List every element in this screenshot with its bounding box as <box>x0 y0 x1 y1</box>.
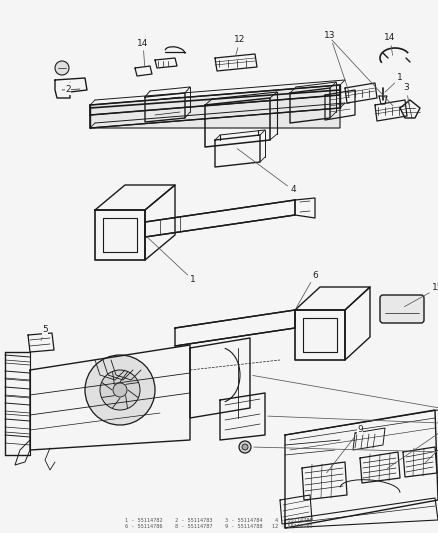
Text: 5: 5 <box>41 326 48 341</box>
Circle shape <box>113 383 127 397</box>
Text: 8: 8 <box>387 393 438 469</box>
Text: 9: 9 <box>327 425 363 473</box>
Text: 1: 1 <box>147 237 196 285</box>
Circle shape <box>242 444 248 450</box>
Text: 7: 7 <box>268 416 438 430</box>
Circle shape <box>239 441 251 453</box>
Polygon shape <box>90 85 340 128</box>
Text: 14: 14 <box>137 38 148 67</box>
Text: 1 - 55114782    2 - 55114783    3 - 55114784    4 - 55114785: 1 - 55114782 2 - 55114783 3 - 55114784 4… <box>125 519 313 523</box>
Text: 3: 3 <box>403 84 410 106</box>
Circle shape <box>55 61 69 75</box>
FancyBboxPatch shape <box>380 295 424 323</box>
Circle shape <box>100 370 140 410</box>
Text: 4: 4 <box>237 149 296 195</box>
Text: 15: 15 <box>404 284 438 306</box>
Text: 13: 13 <box>324 31 349 92</box>
Text: 10: 10 <box>253 375 438 419</box>
Text: 2: 2 <box>65 82 71 94</box>
Text: 14: 14 <box>384 34 396 55</box>
Text: 12: 12 <box>234 36 246 55</box>
Text: 11: 11 <box>254 447 438 456</box>
Text: 6 - 55114786    8 - 55114787    9 - 55114788   12 - 55114789: 6 - 55114786 8 - 55114787 9 - 55114788 1… <box>125 524 313 529</box>
Text: 6: 6 <box>297 271 318 308</box>
Circle shape <box>85 355 155 425</box>
Text: 1: 1 <box>385 74 403 92</box>
